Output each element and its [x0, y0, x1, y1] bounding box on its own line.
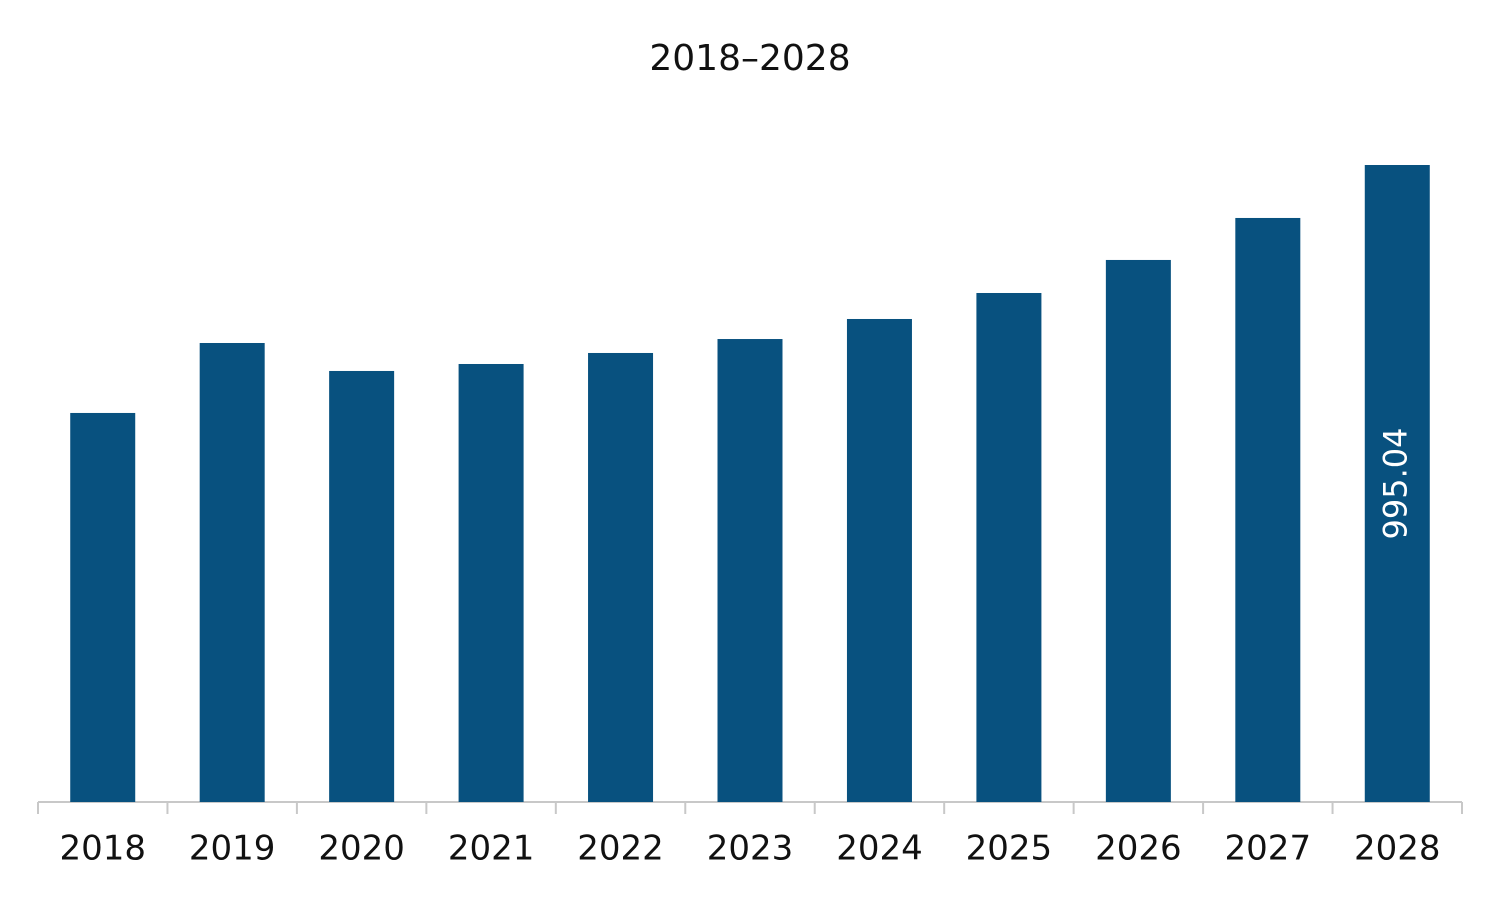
x-tick-label: 2021 [448, 829, 535, 869]
x-tick-label: 2020 [318, 829, 405, 869]
x-tick-label: 2027 [1225, 829, 1312, 869]
x-tick-label: 2024 [836, 829, 923, 869]
x-tick-label: 2028 [1354, 829, 1441, 869]
bar [70, 412, 136, 802]
x-tick-label: 2018 [59, 829, 146, 869]
bar [976, 292, 1042, 802]
bar [717, 339, 783, 802]
bar [458, 363, 524, 802]
x-tick-label: 2025 [966, 829, 1053, 869]
chart-title: 2018–2028 [649, 38, 850, 79]
bar [1105, 259, 1171, 802]
x-tick-label: 2022 [577, 829, 664, 869]
bar [846, 318, 912, 802]
bar [588, 352, 654, 802]
value-label: 995.04 [1376, 428, 1414, 540]
bar [199, 342, 265, 802]
bar [1364, 165, 1430, 802]
bar [329, 370, 395, 802]
x-tick-label: 2026 [1095, 829, 1182, 869]
x-tick-label: 2019 [189, 829, 276, 869]
bar [1235, 217, 1301, 802]
x-tick-label: 2023 [707, 829, 794, 869]
